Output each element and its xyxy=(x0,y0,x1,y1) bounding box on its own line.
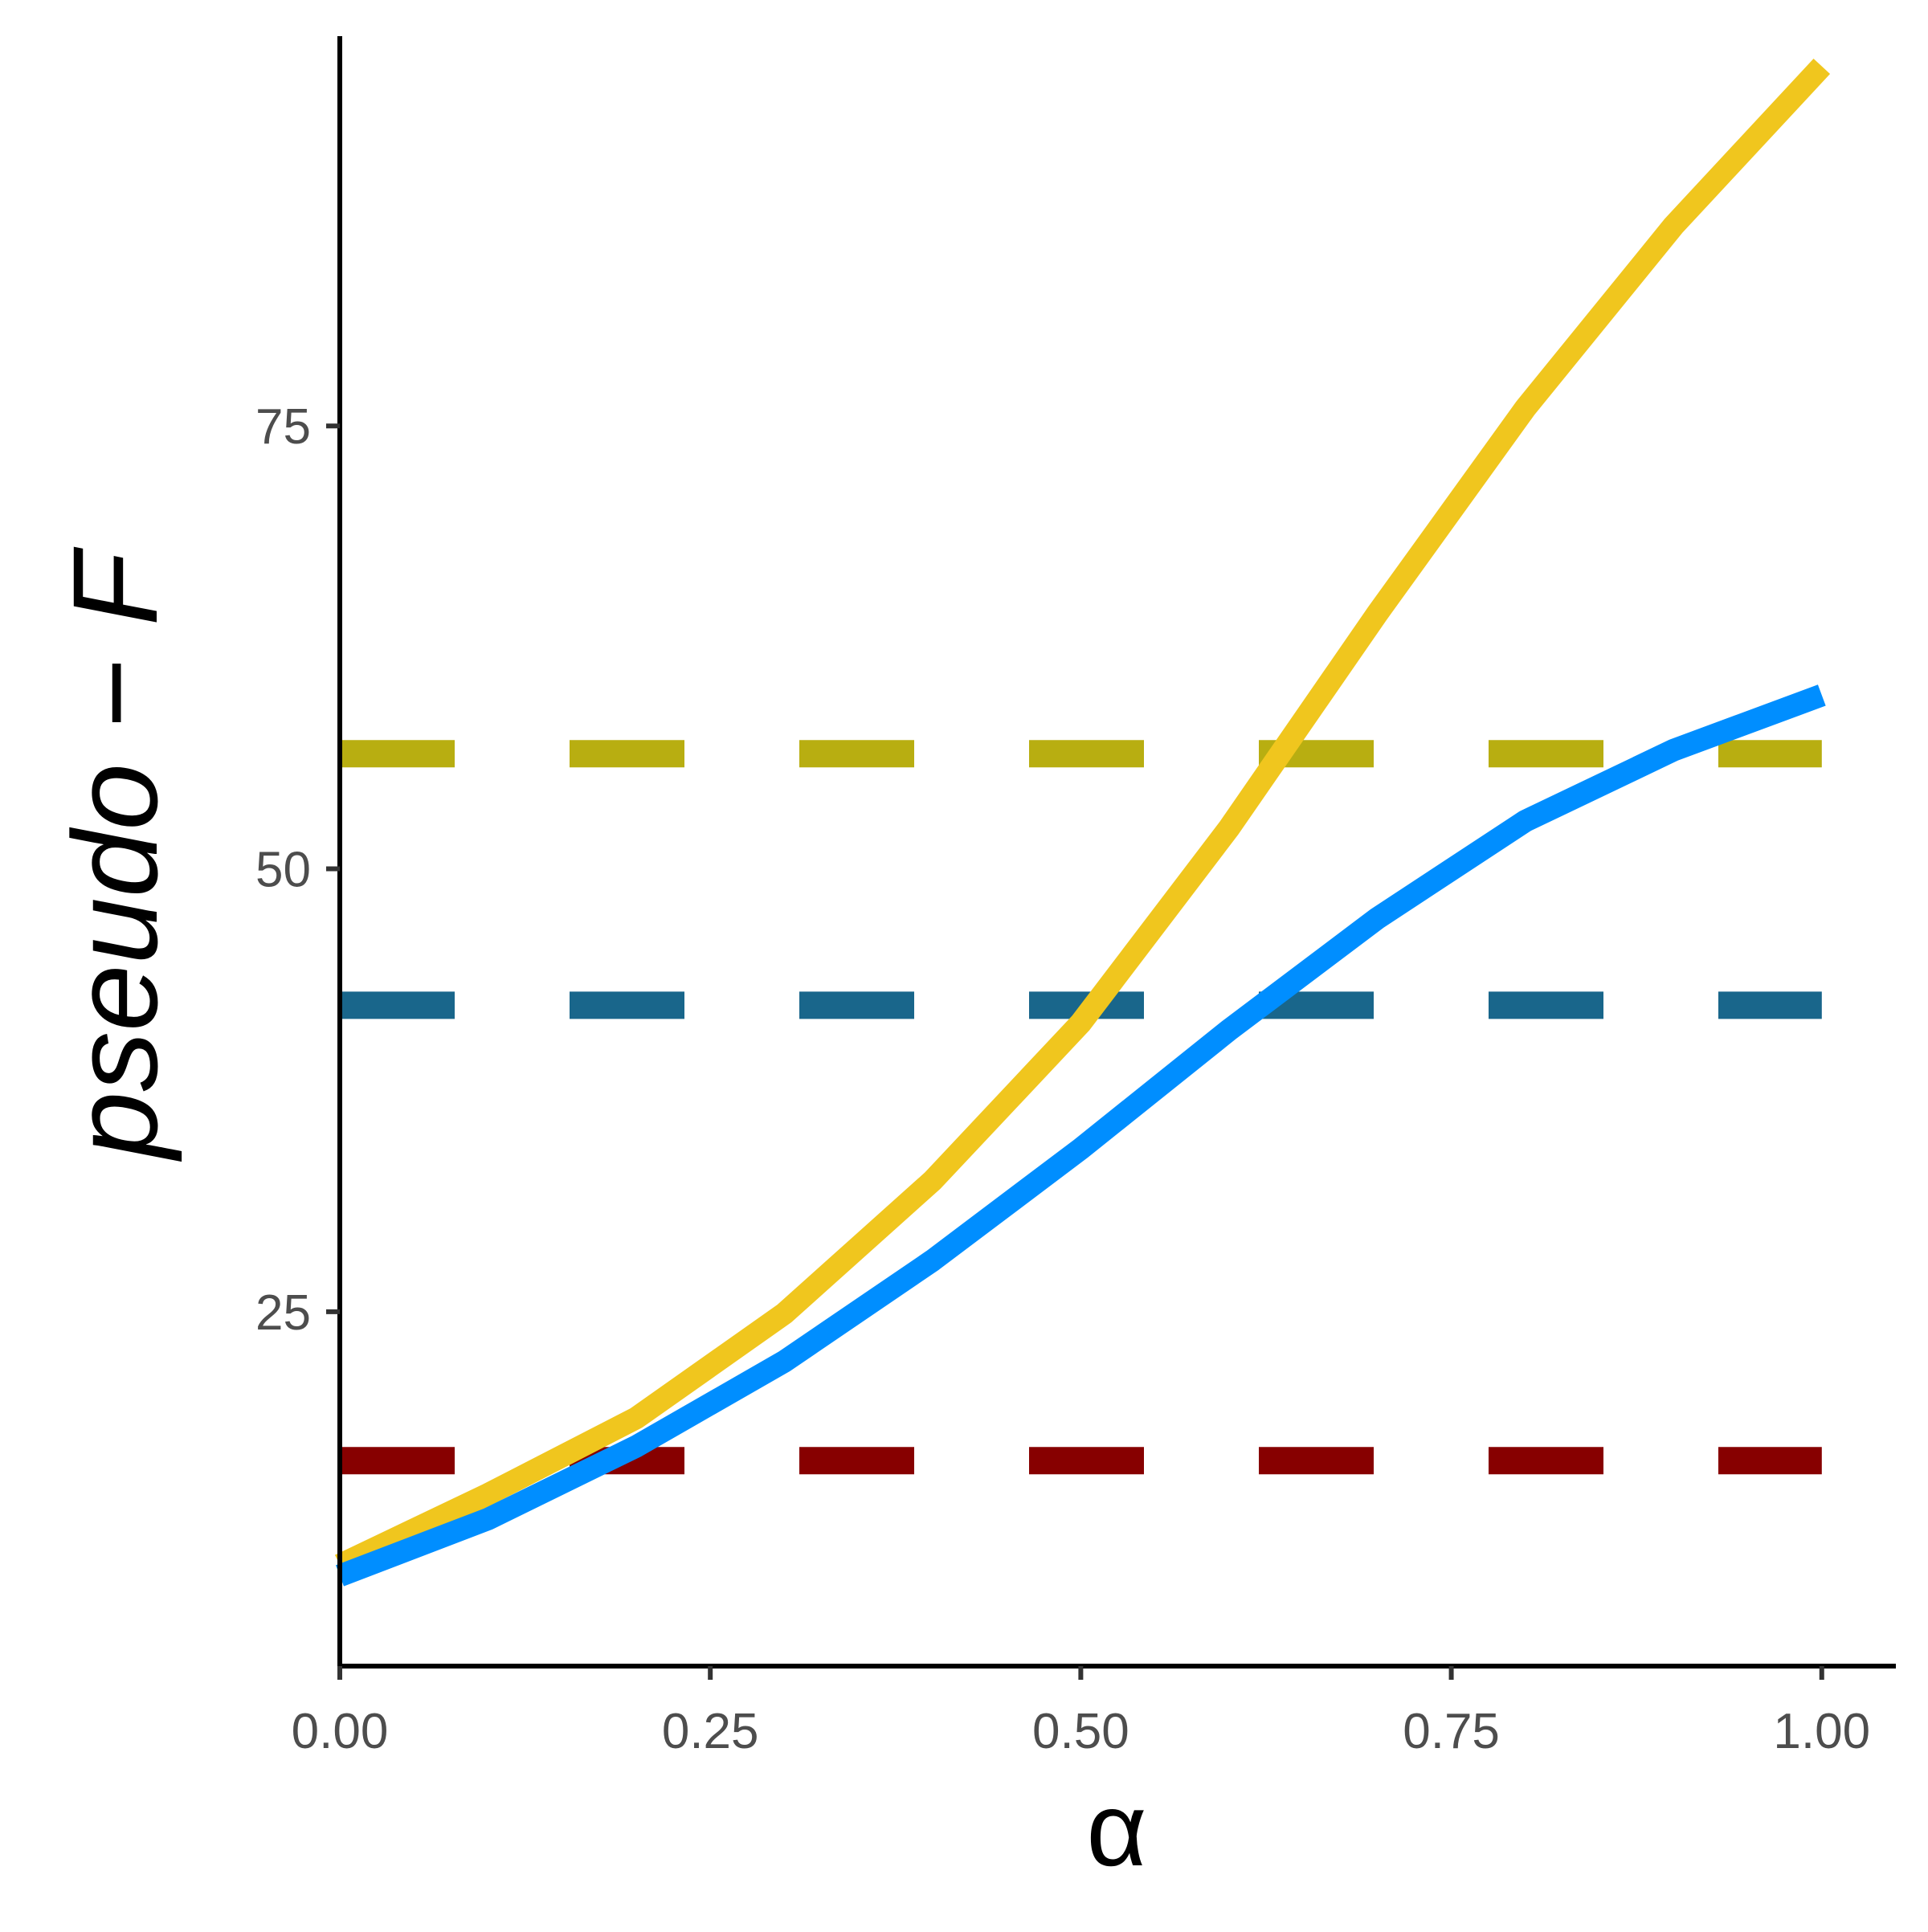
y-tick-label: 50 xyxy=(255,843,311,898)
x-tick-label: 1.00 xyxy=(1773,1704,1870,1759)
y-axis-title: pseudo − F xyxy=(47,546,182,1162)
x-tick-label: 0.50 xyxy=(1032,1704,1129,1759)
series-layer xyxy=(334,58,1831,1587)
series-line-2 xyxy=(335,684,1826,1587)
x-tick-label: 0.75 xyxy=(1403,1704,1500,1759)
y-tick-label: 25 xyxy=(255,1285,311,1341)
y-tick-label: 75 xyxy=(255,399,311,455)
series-line-1 xyxy=(334,58,1831,1575)
x-tick-label: 0.25 xyxy=(662,1704,759,1759)
ticks-layer: 0.00 0.25 0.50 0.75 1.00 25 50 75 xyxy=(255,399,1870,1759)
x-axis-title: α xyxy=(1086,1771,1146,1888)
axes-layer xyxy=(337,36,1896,1669)
x-tick-label: 0.00 xyxy=(292,1704,389,1759)
